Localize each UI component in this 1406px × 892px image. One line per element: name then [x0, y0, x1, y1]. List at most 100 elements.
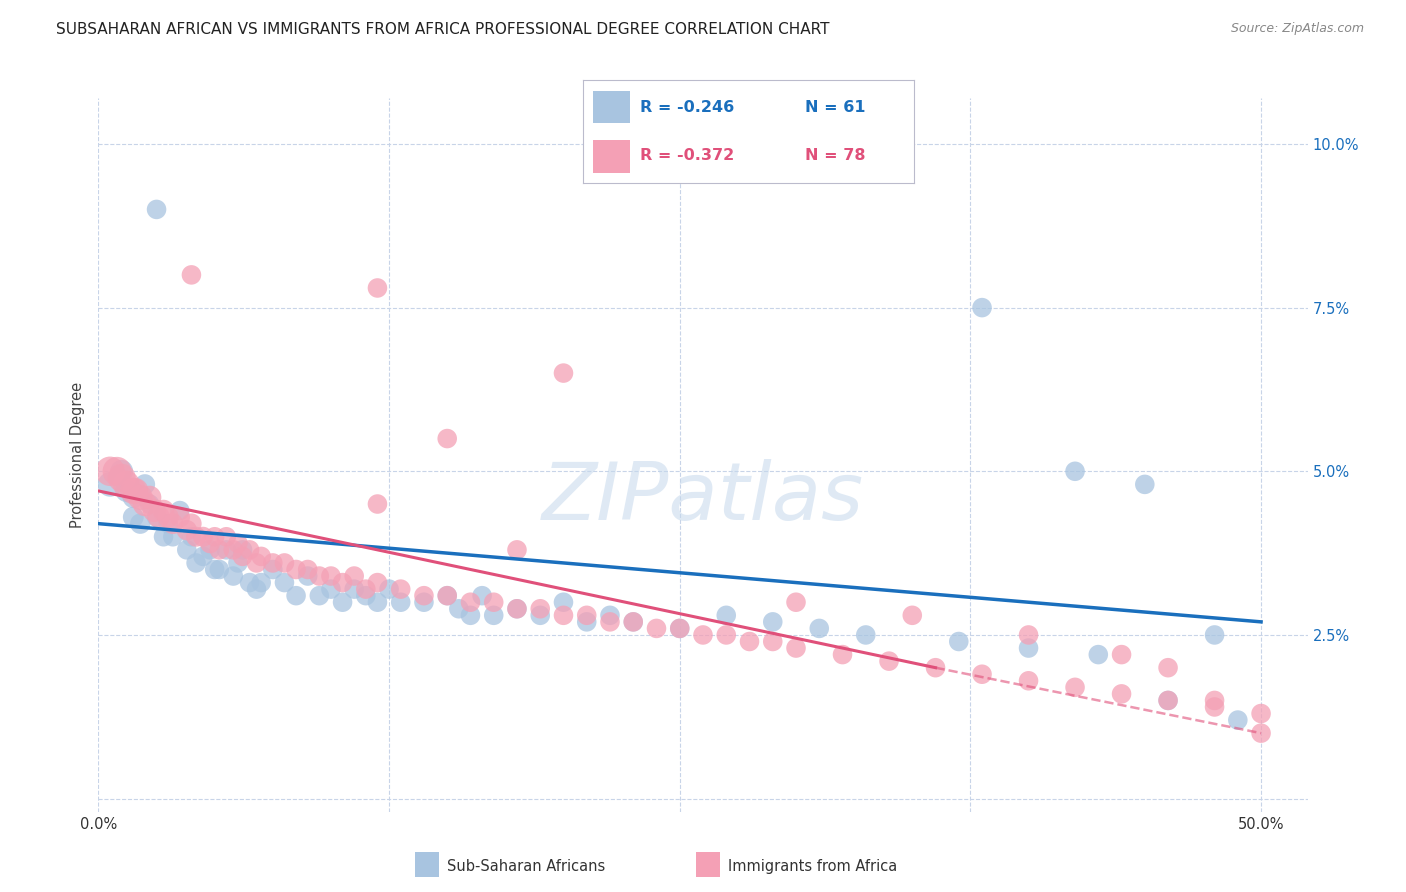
- Point: [134, 477, 156, 491]
- Point: [460, 608, 482, 623]
- Point: [319, 582, 342, 596]
- Point: [245, 582, 267, 596]
- Point: [553, 366, 575, 380]
- Point: [1111, 648, 1133, 662]
- Point: [273, 556, 295, 570]
- Point: [1157, 693, 1180, 707]
- Point: [308, 589, 330, 603]
- Point: [285, 562, 308, 576]
- Point: [970, 301, 993, 315]
- Point: [529, 608, 551, 623]
- Point: [198, 542, 221, 557]
- Point: [222, 569, 245, 583]
- Point: [599, 608, 621, 623]
- Point: [970, 667, 993, 681]
- Point: [1204, 628, 1226, 642]
- Point: [134, 497, 156, 511]
- Point: [157, 516, 180, 531]
- Point: [1204, 700, 1226, 714]
- Point: [129, 491, 152, 505]
- Point: [332, 575, 354, 590]
- Point: [297, 569, 319, 583]
- Point: [162, 530, 184, 544]
- Point: [1111, 687, 1133, 701]
- Point: [948, 634, 970, 648]
- Point: [1064, 464, 1087, 478]
- Point: [250, 549, 273, 564]
- Point: [575, 615, 598, 629]
- Point: [215, 542, 238, 557]
- Point: [208, 562, 231, 576]
- Point: [343, 582, 366, 596]
- Point: [232, 542, 254, 557]
- Point: [152, 503, 174, 517]
- Point: [122, 491, 145, 505]
- Point: [354, 582, 377, 596]
- Y-axis label: Professional Degree: Professional Degree: [70, 382, 86, 528]
- Point: [668, 621, 690, 635]
- Point: [148, 510, 170, 524]
- Point: [366, 281, 388, 295]
- Point: [180, 268, 202, 282]
- Point: [1157, 661, 1180, 675]
- Point: [222, 542, 245, 557]
- Text: N = 61: N = 61: [804, 100, 865, 115]
- Point: [145, 510, 167, 524]
- Point: [1018, 641, 1040, 656]
- Point: [506, 601, 529, 615]
- Point: [138, 491, 160, 505]
- Point: [184, 530, 207, 544]
- Point: [169, 510, 191, 524]
- Point: [215, 530, 238, 544]
- Point: [226, 556, 249, 570]
- Point: [191, 530, 214, 544]
- Point: [366, 595, 388, 609]
- Point: [169, 503, 191, 517]
- Point: [1018, 673, 1040, 688]
- Point: [506, 601, 529, 615]
- Text: Immigrants from Africa: Immigrants from Africa: [728, 859, 897, 873]
- Point: [98, 477, 121, 491]
- Point: [122, 483, 145, 498]
- Point: [145, 202, 167, 217]
- Point: [191, 549, 214, 564]
- Point: [176, 542, 198, 557]
- Point: [180, 516, 202, 531]
- Point: [1133, 477, 1156, 491]
- Point: [262, 556, 284, 570]
- Point: [621, 615, 644, 629]
- Point: [553, 595, 575, 609]
- Point: [901, 608, 924, 623]
- Point: [1157, 693, 1180, 707]
- Point: [1087, 648, 1109, 662]
- Text: R = -0.372: R = -0.372: [640, 148, 734, 163]
- Point: [762, 634, 785, 648]
- Point: [273, 575, 295, 590]
- Point: [1018, 628, 1040, 642]
- Point: [152, 530, 174, 544]
- Point: [239, 542, 262, 557]
- Point: [262, 562, 284, 576]
- Point: [447, 601, 470, 615]
- Point: [111, 471, 134, 485]
- Point: [716, 628, 738, 642]
- Point: [389, 595, 412, 609]
- Point: [529, 601, 551, 615]
- Point: [208, 542, 231, 557]
- Point: [575, 608, 598, 623]
- Point: [198, 536, 221, 550]
- Point: [115, 483, 138, 498]
- Point: [1250, 706, 1272, 721]
- Point: [621, 615, 644, 629]
- Point: [354, 589, 377, 603]
- Point: [143, 503, 166, 517]
- Point: [668, 621, 690, 635]
- Point: [924, 661, 946, 675]
- Point: [105, 464, 128, 478]
- Point: [460, 595, 482, 609]
- Point: [366, 497, 388, 511]
- Point: [122, 510, 145, 524]
- Point: [482, 595, 505, 609]
- Point: [389, 582, 412, 596]
- Text: Sub-Saharan Africans: Sub-Saharan Africans: [447, 859, 606, 873]
